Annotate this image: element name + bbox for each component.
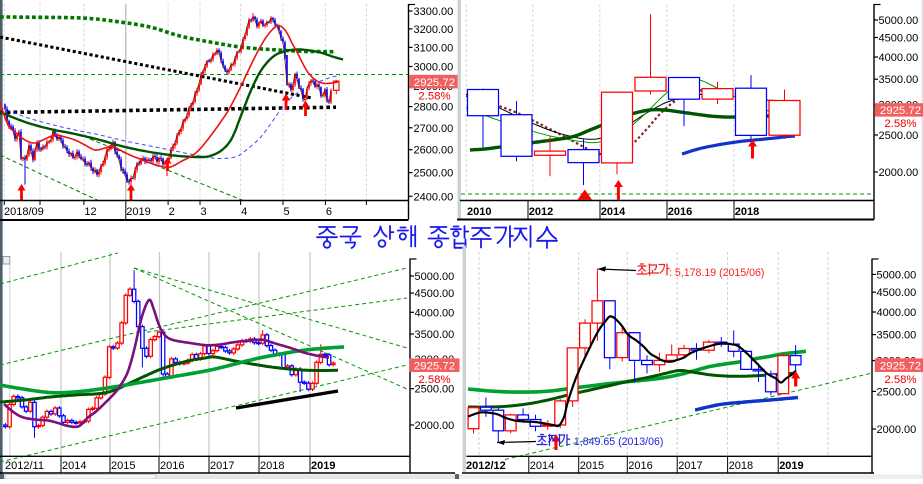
svg-text:2800.00: 2800.00: [414, 102, 454, 114]
svg-text:4000.00: 4000.00: [415, 307, 455, 319]
svg-text:2017: 2017: [210, 460, 234, 472]
svg-text:2010: 2010: [467, 206, 491, 218]
svg-text:2.58%: 2.58%: [884, 118, 916, 130]
svg-text:2016: 2016: [668, 206, 692, 218]
svg-text:6: 6: [326, 206, 332, 218]
svg-text:: 1,849.65 (2013/06): : 1,849.65 (2013/06): [568, 436, 663, 448]
svg-text:3000.00: 3000.00: [414, 62, 454, 74]
svg-text:2012: 2012: [529, 206, 553, 218]
svg-text:5000.00: 5000.00: [879, 15, 919, 27]
svg-text:12: 12: [84, 206, 96, 218]
svg-text:4000.00: 4000.00: [879, 52, 919, 64]
svg-text:4500.00: 4500.00: [415, 288, 455, 300]
svg-text:2500.00: 2500.00: [877, 386, 917, 398]
svg-text:2700.00: 2700.00: [414, 123, 454, 135]
svg-text:2014: 2014: [62, 460, 86, 472]
svg-text:2500.00: 2500.00: [415, 384, 455, 396]
svg-text:2018: 2018: [735, 206, 759, 218]
svg-text:2012/12: 2012/12: [466, 460, 506, 472]
svg-text:2: 2: [169, 206, 175, 218]
svg-text:2925.72: 2925.72: [414, 77, 455, 89]
svg-text:2925.72: 2925.72: [414, 360, 455, 372]
svg-text:2016: 2016: [628, 460, 652, 472]
svg-text:2019: 2019: [779, 460, 803, 472]
svg-text:2.58%: 2.58%: [418, 374, 450, 386]
svg-text:3500.00: 3500.00: [415, 329, 455, 341]
svg-text:2400.00: 2400.00: [414, 191, 454, 203]
svg-text:4000.00: 4000.00: [877, 307, 917, 319]
svg-text:2017: 2017: [678, 460, 702, 472]
svg-text:2014: 2014: [601, 206, 626, 218]
svg-text:2016: 2016: [160, 460, 184, 472]
svg-text:2012/11: 2012/11: [5, 460, 44, 472]
svg-text:4500.00: 4500.00: [879, 33, 919, 45]
svg-text:2.58%: 2.58%: [418, 91, 450, 103]
svg-text:2019: 2019: [311, 460, 335, 472]
svg-text:2000.00: 2000.00: [415, 420, 455, 432]
svg-text:3: 3: [201, 206, 207, 218]
svg-text:2500.00: 2500.00: [414, 168, 454, 180]
svg-text:3200.00: 3200.00: [414, 24, 454, 36]
svg-text:3300.00: 3300.00: [414, 6, 454, 18]
svg-text:2019: 2019: [126, 206, 150, 218]
svg-text:2000.00: 2000.00: [879, 167, 919, 179]
svg-text:2500.00: 2500.00: [879, 130, 919, 142]
svg-text:2925.72: 2925.72: [880, 360, 921, 372]
svg-text:2015: 2015: [580, 460, 604, 472]
svg-text:3100.00: 3100.00: [414, 42, 454, 54]
svg-text:5000.00: 5000.00: [877, 269, 917, 281]
svg-text:4: 4: [241, 206, 247, 218]
svg-text:4500.00: 4500.00: [877, 287, 917, 299]
svg-text:3500.00: 3500.00: [877, 330, 917, 342]
svg-text:2000.00: 2000.00: [877, 424, 917, 436]
svg-text:2018/09: 2018/09: [4, 206, 44, 218]
svg-text:5: 5: [284, 206, 290, 218]
svg-text:2014: 2014: [530, 460, 554, 472]
svg-text:2018: 2018: [260, 460, 284, 472]
svg-text:2015: 2015: [111, 460, 135, 472]
svg-text:: 5,178.19 (2015/06): : 5,178.19 (2015/06): [669, 267, 764, 279]
svg-text:2925.72: 2925.72: [880, 105, 921, 117]
svg-text:2600.00: 2600.00: [414, 145, 454, 157]
svg-text:2.58%: 2.58%: [884, 374, 916, 386]
svg-text:2018: 2018: [729, 460, 753, 472]
svg-text:3500.00: 3500.00: [879, 74, 919, 86]
svg-text:5000.00: 5000.00: [415, 271, 455, 283]
